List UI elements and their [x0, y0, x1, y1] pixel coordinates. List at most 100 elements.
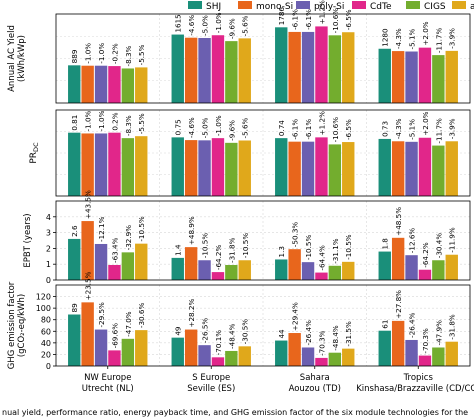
bar-shj-3 [275, 138, 288, 196]
bar-cdte-4 [418, 355, 432, 366]
x-category-label-line1: NW Europe [84, 373, 131, 383]
data-label: -31.1% [331, 238, 340, 264]
data-label: +1.2% [317, 0, 326, 24]
y-axis-label: (kWh/kWp) [17, 35, 27, 82]
bar-cigs-2 [225, 41, 238, 103]
y-axis-label: EPBT (years) [23, 213, 33, 267]
panel-1: 889 1615 1786 1280 -1.0% -4.6% -6.1% -4.3% -1.0%… [7, 0, 471, 104]
data-label: -64.2% [421, 242, 430, 268]
data-label: 0.73 [381, 121, 390, 137]
data-label: +28.2% [187, 299, 196, 328]
data-label: -32.9% [124, 225, 133, 251]
bar-a-si-2 [238, 346, 251, 366]
data-label: -5.5% [137, 44, 146, 65]
data-label: 1280 [381, 28, 390, 47]
data-label: 0.75 [174, 119, 183, 135]
data-label: 49 [174, 326, 183, 336]
bar-mono-si-3 [288, 249, 301, 280]
data-label: -64.2% [214, 245, 223, 271]
data-label: -31.8% [448, 314, 457, 340]
bar-shj-4 [378, 48, 391, 103]
legend-label-poly-si: poly-Si [314, 2, 344, 12]
y-tick-label: 40 [41, 339, 51, 348]
data-label: -70.1% [214, 330, 223, 356]
data-label: -11.9% [448, 227, 457, 253]
data-label: -1.0% [214, 12, 223, 33]
bar-a-si-1 [135, 330, 148, 366]
data-label: -1.0% [97, 110, 106, 131]
data-label: -50.3% [291, 222, 300, 248]
bar-cdte-3 [315, 137, 328, 196]
bar-a-si-1 [135, 243, 148, 280]
bar-cigs-1 [121, 252, 135, 280]
data-label: -47.9% [434, 320, 443, 346]
bar-cdte-1 [108, 350, 121, 366]
data-label: -6.5% [344, 9, 353, 30]
data-label: +27.8% [394, 290, 403, 319]
data-label: -30.6% [137, 303, 146, 329]
data-label: -30.5% [241, 319, 250, 345]
legend-swatch-a-si [452, 1, 466, 9]
bar-cdte-1 [108, 66, 121, 103]
bar-cdte-3 [315, 357, 328, 366]
data-label: -64.4% [317, 245, 326, 271]
x-category-label-line2: Kinshasa/Brazzaville (CD/CG) [356, 384, 474, 394]
data-label: -6.1% [304, 9, 313, 30]
y-axis-label-main: PR [29, 152, 39, 164]
bar-mono-si-1 [81, 133, 94, 196]
data-label: -8.3% [124, 45, 133, 66]
data-label: -5.1% [408, 119, 417, 140]
data-label: -8.3% [124, 115, 133, 136]
bar-cigs-2 [225, 264, 238, 280]
bar-shj-1 [68, 65, 81, 103]
bar-poly-si-4 [405, 141, 418, 196]
bar-shj-3 [275, 27, 288, 104]
y-tick-label: 100 [36, 304, 51, 313]
data-label: -1.0% [214, 115, 223, 136]
y-tick-label: 60 [41, 327, 51, 336]
data-label: -9.6% [227, 18, 236, 39]
bar-mono-si-2 [184, 247, 198, 280]
bar-poly-si-1 [94, 329, 108, 366]
bar-cigs-2 [225, 142, 238, 196]
data-label: -70.3% [421, 328, 430, 354]
panel-frame [55, 284, 471, 367]
bar-mono-si-3 [288, 141, 301, 196]
y-tick-label: 20 [41, 350, 51, 359]
y-tick-label: 0 [46, 276, 51, 285]
bar-shj-2 [171, 337, 184, 366]
bar-cigs-1 [121, 138, 135, 196]
legend-swatch-shj [188, 1, 202, 9]
panel-frame [55, 13, 471, 104]
bar-cigs-1 [121, 68, 135, 103]
data-label: -47.0% [124, 311, 133, 337]
bar-a-si-2 [238, 140, 251, 196]
bar-poly-si-4 [405, 255, 418, 280]
bar-cdte-3 [315, 26, 328, 104]
y-tick-label: 0 [46, 362, 51, 371]
data-label: 0.81 [70, 115, 79, 131]
y-tick-label: 80 [41, 316, 51, 325]
bar-cdte-2 [211, 357, 225, 366]
bar-poly-si-3 [301, 262, 315, 280]
y-tick-label: 2 [46, 244, 51, 253]
bar-cdte-2 [211, 138, 225, 196]
bar-poly-si-2 [198, 345, 211, 366]
legend-label-cigs: CIGS [424, 2, 446, 12]
bar-cdte-2 [211, 35, 225, 103]
data-label: -26.5% [201, 318, 210, 344]
data-label: -4.3% [394, 28, 403, 49]
bar-cdte-2 [211, 272, 225, 280]
data-label: -5.1% [408, 28, 417, 49]
bar-mono-si-2 [184, 329, 198, 366]
data-label: 1.3 [277, 246, 286, 257]
bar-shj-1 [68, 314, 81, 366]
bar-a-si-4 [445, 50, 458, 103]
data-label: 1.4 [174, 244, 183, 256]
data-label: -26.4% [408, 312, 417, 338]
bar-a-si-3 [342, 261, 355, 280]
bar-shj-3 [275, 340, 288, 366]
data-label: -5.5% [137, 113, 146, 134]
bar-cdte-1 [108, 132, 121, 196]
bar-mono-si-4 [391, 51, 405, 103]
